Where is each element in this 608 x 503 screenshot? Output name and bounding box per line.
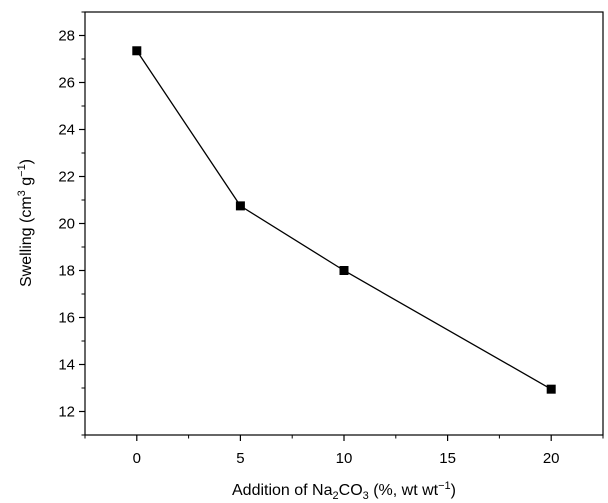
series-layer xyxy=(132,46,556,394)
y-tick-label: 22 xyxy=(58,169,75,186)
x-axis-label-sup: −1 xyxy=(438,480,451,492)
y-axis-label-sup1: 3 xyxy=(16,190,28,196)
x-axis-label-mid: CO xyxy=(339,482,363,499)
y-axis-label-prefix: Swelling (cm xyxy=(18,196,35,287)
x-tick-label: 5 xyxy=(236,450,244,467)
x-axis-label-sub2: 3 xyxy=(363,490,369,502)
series-line xyxy=(136,50,552,390)
ticks-layer: 0 5 10 15 20 12 14 16 18 20 22 24 26 28 xyxy=(58,11,604,467)
y-tick-label: 12 xyxy=(58,404,75,421)
x-axis-label: Addition of Na2CO3 (%, wt wt−1) xyxy=(232,480,456,502)
x-axis-label-suffix-a: (%, wt wt xyxy=(369,482,439,499)
data-point-marker xyxy=(235,201,245,211)
y-axis-label-suffix: ) xyxy=(18,159,35,164)
plot-frame xyxy=(84,11,604,436)
y-axis-label-mid: g xyxy=(18,177,35,190)
y-tick-label: 16 xyxy=(58,310,75,327)
data-point-marker xyxy=(546,384,556,394)
y-tick-label: 24 xyxy=(58,122,75,139)
x-axis-label-prefix: Addition of Na xyxy=(232,482,333,499)
x-tick-label: 0 xyxy=(133,450,141,467)
y-tick-label: 28 xyxy=(58,28,75,45)
y-axis-label: Swelling (cm3 g−1) xyxy=(16,159,35,287)
y-tick-label: 14 xyxy=(58,357,75,374)
y-tick-label: 20 xyxy=(58,216,75,233)
y-tick-label: 26 xyxy=(58,75,75,92)
y-axis-label-sup2: −1 xyxy=(16,164,28,177)
x-axis-label-sub1: 2 xyxy=(333,490,339,502)
x-tick-label: 15 xyxy=(439,450,456,467)
data-point-marker xyxy=(339,266,349,275)
x-axis-label-suffix-b: ) xyxy=(451,482,456,499)
data-point-marker xyxy=(132,46,142,56)
y-tick-label: 18 xyxy=(58,263,75,280)
x-tick-label: 10 xyxy=(336,450,353,467)
x-tick-label: 20 xyxy=(543,450,560,467)
